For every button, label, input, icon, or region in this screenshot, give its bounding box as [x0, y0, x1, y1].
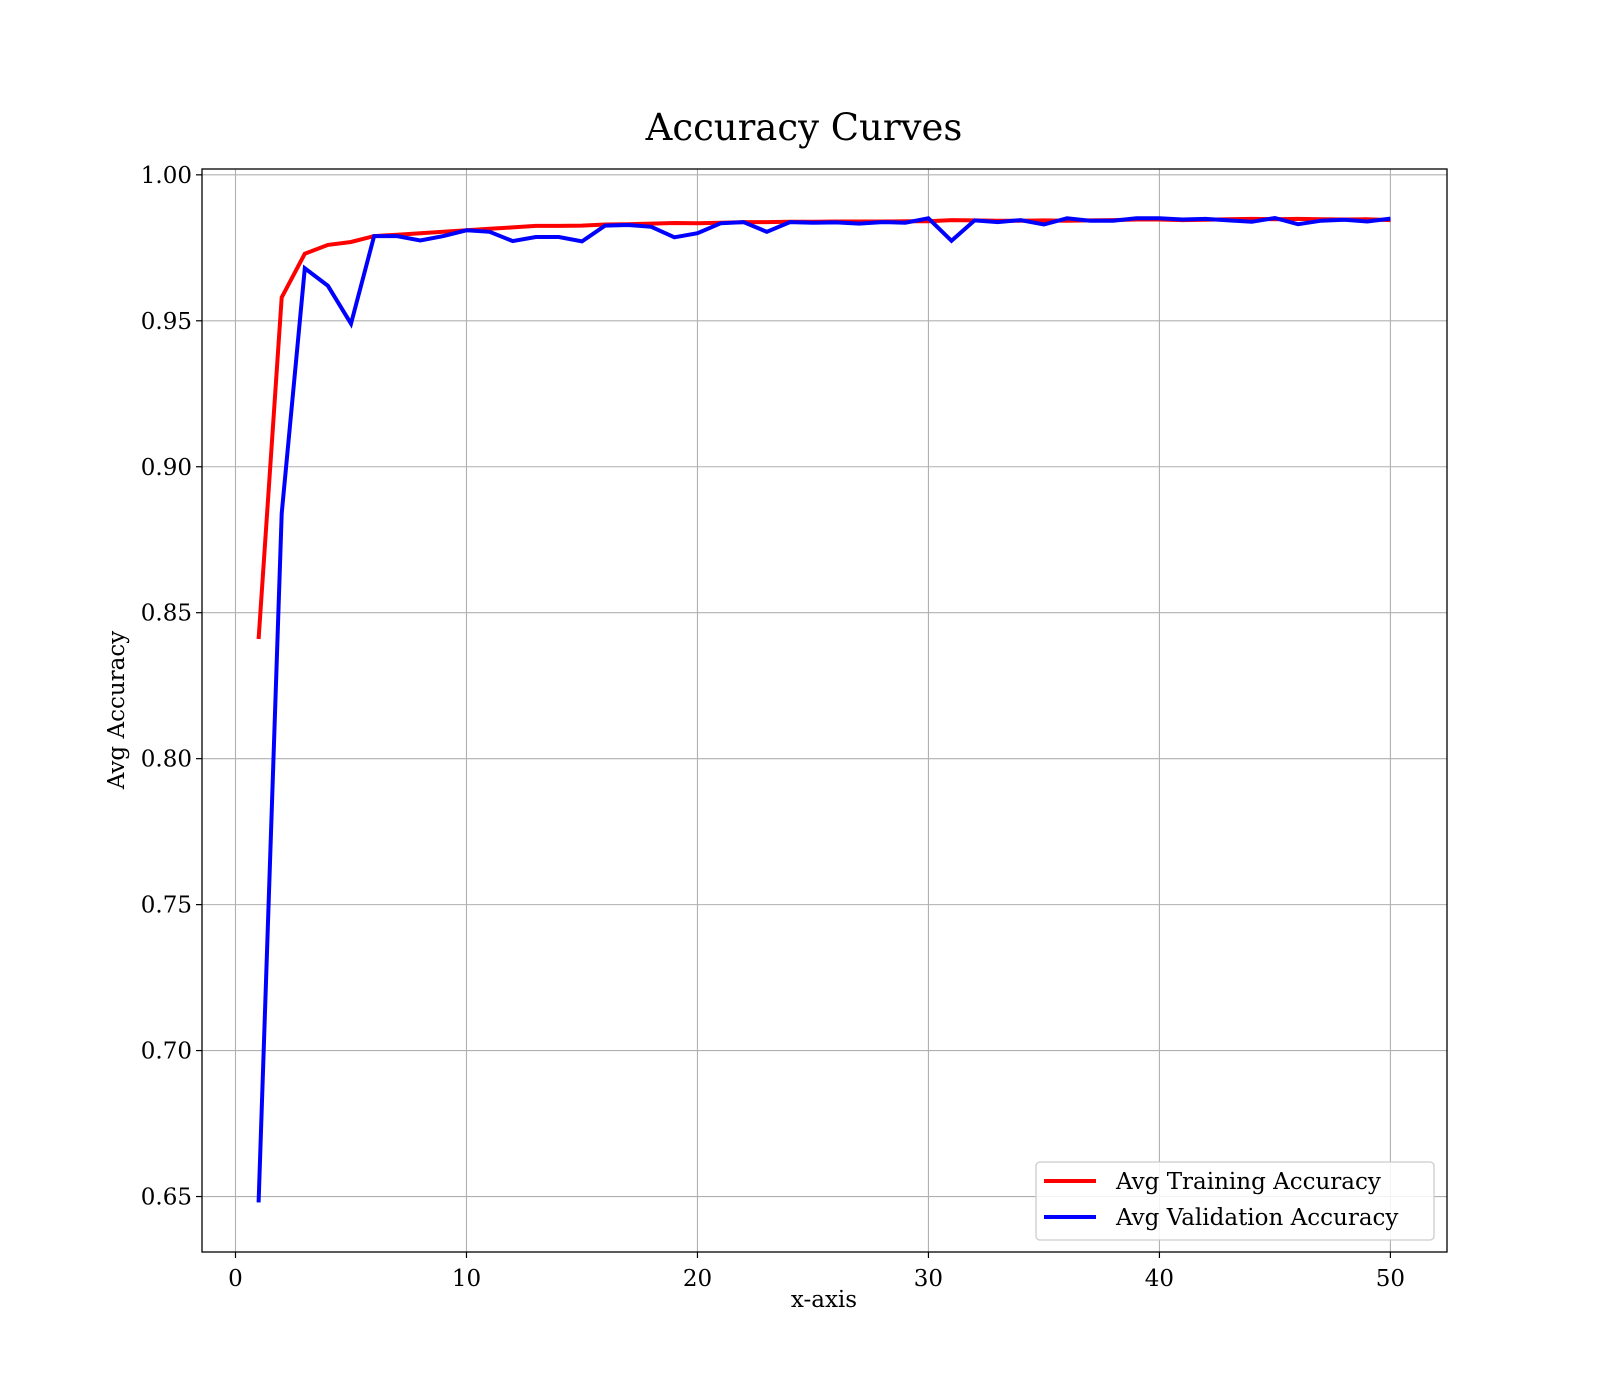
x-tick-label: 0 — [228, 1266, 243, 1292]
y-tick-label: 0.85 — [141, 601, 192, 627]
y-axis-label: Avg Accuracy — [104, 631, 130, 790]
validation-accuracy-line — [256, 215, 1391, 1203]
x-tick-label: 10 — [452, 1266, 481, 1292]
y-tick-label: 0.95 — [141, 309, 192, 335]
x-tick-label: 50 — [1376, 1266, 1405, 1292]
chart-title: Accuracy Curves — [645, 106, 963, 149]
legend-label-training: Avg Training Accuracy — [1115, 1169, 1381, 1195]
y-tick-label: 0.70 — [141, 1039, 192, 1065]
legend-label-validation: Avg Validation Accuracy — [1115, 1205, 1398, 1231]
y-tick-label: 1.00 — [141, 163, 192, 189]
y-tick-label: 0.80 — [141, 747, 192, 773]
x-tick-label: 40 — [1145, 1266, 1174, 1292]
series-lines — [256, 215, 1391, 1203]
axis-ticks: 0 10 20 30 40 50 0.65 0.70 0.75 0.80 0.85 0.90 0.95 1… — [141, 163, 1405, 1292]
y-tick-label: 0.65 — [141, 1185, 192, 1211]
legend-box — [1035, 1161, 1435, 1241]
y-tick-label: 0.75 — [141, 893, 192, 919]
grid — [202, 169, 1447, 1252]
x-tick-label: 30 — [914, 1266, 943, 1292]
x-tick-label: 20 — [683, 1266, 712, 1292]
legend: Avg Training Accuracy Avg Validation Acc… — [1035, 1161, 1435, 1241]
x-axis-label: x-axis — [791, 1287, 857, 1313]
y-tick-label: 0.90 — [141, 455, 192, 481]
plot-area-frame — [201, 168, 1448, 1253]
